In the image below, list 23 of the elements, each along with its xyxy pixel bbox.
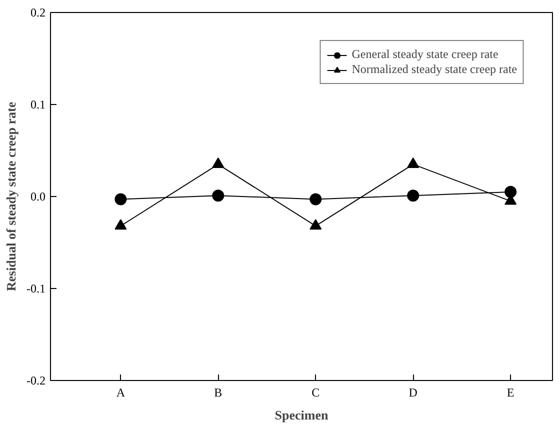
point — [114, 193, 127, 206]
x-tick-label: A — [116, 386, 126, 400]
x-tick-label: C — [312, 386, 320, 400]
x-tick-label: B — [214, 386, 222, 400]
point — [407, 190, 420, 202]
point — [212, 157, 224, 168]
y-tick-label: 0.1 — [30, 98, 46, 112]
point — [310, 219, 322, 230]
x-axis-title: Specimen — [274, 408, 329, 422]
point — [407, 157, 420, 168]
legend-label: Normalized steady state creep rate — [352, 62, 517, 77]
point — [310, 193, 322, 206]
point — [114, 219, 127, 230]
x-tick-label: D — [408, 386, 418, 400]
point — [212, 190, 224, 202]
point — [504, 186, 517, 198]
y-tick-label: -0.2 — [26, 374, 46, 388]
y-tick-label: -0.1 — [26, 282, 46, 296]
y-axis-title: Residual of steady state creep rate — [4, 102, 19, 292]
x-tick-label: E — [506, 386, 514, 400]
y-tick-label: 0.2 — [30, 6, 46, 20]
y-tick-label: 0.0 — [30, 190, 46, 204]
legend-label: General steady state creep rate — [352, 47, 498, 62]
